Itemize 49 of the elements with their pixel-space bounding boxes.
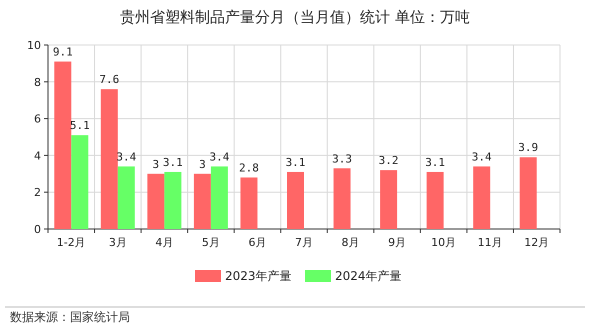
- data-label: 3.2: [378, 154, 399, 168]
- data-label: 3: [152, 158, 160, 171]
- x-tick-label: 10月: [431, 236, 456, 249]
- x-tick-label: 12月: [524, 236, 550, 249]
- x-tick-label: 9月: [388, 236, 406, 249]
- y-tick-label: 2: [34, 186, 41, 200]
- bar: [164, 172, 182, 229]
- data-label: 7.6: [99, 73, 120, 86]
- legend-label: 2024年产量: [335, 269, 402, 283]
- x-tick-label: 8月: [342, 236, 360, 249]
- x-tick-label: 1-2月: [56, 236, 86, 249]
- y-tick-label: 8: [34, 76, 41, 89]
- bar: [118, 166, 135, 229]
- data-label: 3.4: [209, 150, 230, 164]
- data-label: 3.4: [472, 150, 492, 164]
- data-label: 3.1: [286, 156, 306, 169]
- bar: [71, 135, 88, 229]
- x-tick-label: 4月: [155, 236, 174, 249]
- x-tick-label: 6月: [248, 236, 266, 249]
- y-tick-label: 4: [34, 149, 41, 162]
- bar: [194, 174, 211, 229]
- bar: [426, 172, 444, 229]
- data-label: 2.8: [239, 161, 259, 174]
- x-tick-label: 7月: [295, 236, 313, 249]
- chart-title: 贵州省塑料制品产量分月（当月值）统计 单位：万吨: [120, 8, 470, 26]
- bar: [473, 166, 490, 229]
- bar: [520, 157, 537, 229]
- x-tick-label: 11月: [478, 236, 503, 249]
- y-tick-label: 6: [34, 112, 41, 126]
- data-label: 3.9: [518, 141, 538, 154]
- data-label: 9.1: [52, 46, 73, 59]
- source-note: 数据来源：国家统计局: [10, 310, 130, 324]
- bar: [54, 62, 72, 229]
- bar: [380, 170, 398, 229]
- data-label: 3: [199, 158, 206, 171]
- bar: [147, 174, 164, 229]
- bar: [240, 177, 258, 229]
- x-tick-label: 5月: [202, 236, 220, 249]
- data-label: 3.1: [425, 156, 446, 169]
- y-tick-label: 0: [34, 223, 41, 236]
- data-label: 3.1: [162, 156, 183, 169]
- bar: [100, 89, 118, 229]
- bar: [210, 166, 228, 229]
- legend-label: 2023年产量: [225, 269, 292, 283]
- bar: [287, 172, 304, 229]
- data-label: 3.3: [332, 152, 352, 166]
- bar: [334, 168, 351, 229]
- x-tick-label: 3月: [108, 236, 127, 249]
- y-tick-label: 10: [27, 39, 41, 52]
